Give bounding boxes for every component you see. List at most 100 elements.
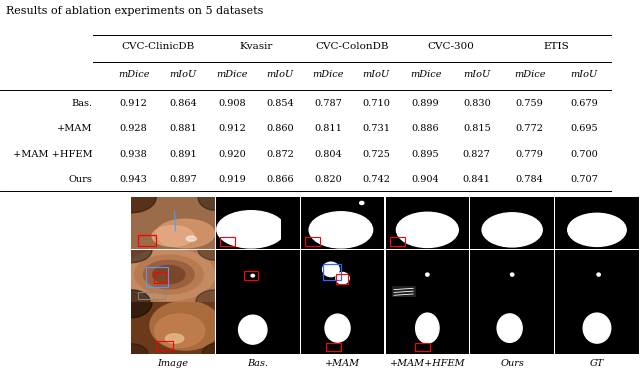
Text: Ours: Ours bbox=[500, 358, 524, 368]
Ellipse shape bbox=[110, 237, 152, 263]
Text: mIoU: mIoU bbox=[266, 70, 294, 79]
Ellipse shape bbox=[155, 314, 205, 348]
Text: 0.891: 0.891 bbox=[170, 150, 197, 159]
Text: mDice: mDice bbox=[410, 70, 442, 79]
Text: 0.707: 0.707 bbox=[570, 175, 598, 184]
Ellipse shape bbox=[152, 226, 194, 246]
Text: mDice: mDice bbox=[312, 70, 344, 79]
Text: 0.854: 0.854 bbox=[266, 99, 294, 108]
Ellipse shape bbox=[325, 314, 350, 342]
Ellipse shape bbox=[497, 314, 522, 342]
Text: 0.830: 0.830 bbox=[463, 99, 491, 108]
Ellipse shape bbox=[309, 212, 372, 248]
Text: 0.919: 0.919 bbox=[218, 175, 246, 184]
Ellipse shape bbox=[511, 273, 514, 276]
Text: 0.695: 0.695 bbox=[570, 124, 598, 134]
Text: 0.881: 0.881 bbox=[170, 124, 197, 134]
Text: 0.943: 0.943 bbox=[120, 175, 148, 184]
Bar bbox=[154, 272, 166, 284]
Text: 0.827: 0.827 bbox=[463, 150, 491, 159]
Text: 0.700: 0.700 bbox=[570, 150, 598, 159]
Text: Image: Image bbox=[157, 358, 188, 368]
Ellipse shape bbox=[202, 344, 227, 364]
Text: CVC-300: CVC-300 bbox=[428, 42, 475, 51]
Text: mDice: mDice bbox=[118, 70, 149, 79]
Text: 0.710: 0.710 bbox=[362, 99, 390, 108]
Ellipse shape bbox=[150, 301, 221, 350]
Ellipse shape bbox=[415, 313, 439, 343]
Ellipse shape bbox=[396, 212, 458, 248]
Ellipse shape bbox=[153, 266, 185, 284]
Bar bbox=[336, 273, 348, 284]
Bar bbox=[244, 272, 258, 280]
Text: 0.811: 0.811 bbox=[314, 124, 342, 134]
Ellipse shape bbox=[597, 273, 600, 276]
Text: 0.841: 0.841 bbox=[463, 175, 491, 184]
Text: 0.804: 0.804 bbox=[314, 150, 342, 159]
Ellipse shape bbox=[360, 201, 364, 204]
Text: 0.912: 0.912 bbox=[218, 124, 246, 134]
Bar bbox=[220, 237, 236, 246]
Text: 0.820: 0.820 bbox=[314, 175, 342, 184]
Text: 0.904: 0.904 bbox=[412, 175, 440, 184]
Text: +MAM +HFEM: +MAM +HFEM bbox=[13, 150, 93, 159]
Text: 0.908: 0.908 bbox=[218, 99, 246, 108]
Text: 0.815: 0.815 bbox=[463, 124, 491, 134]
Text: mDice: mDice bbox=[216, 70, 248, 79]
Text: 0.679: 0.679 bbox=[570, 99, 598, 108]
Ellipse shape bbox=[110, 287, 152, 318]
Ellipse shape bbox=[156, 219, 215, 248]
Text: 0.784: 0.784 bbox=[516, 175, 543, 184]
Text: 0.779: 0.779 bbox=[516, 150, 543, 159]
Ellipse shape bbox=[186, 236, 196, 241]
Text: Bas.: Bas. bbox=[247, 358, 268, 368]
Text: 0.787: 0.787 bbox=[314, 99, 342, 108]
Bar bbox=[156, 341, 173, 350]
Text: 0.759: 0.759 bbox=[516, 99, 543, 108]
Text: +MAM: +MAM bbox=[325, 358, 360, 368]
Text: 0.731: 0.731 bbox=[362, 124, 390, 134]
Ellipse shape bbox=[134, 255, 204, 294]
Text: GT: GT bbox=[590, 358, 604, 368]
Text: 0.860: 0.860 bbox=[266, 124, 294, 134]
Ellipse shape bbox=[239, 315, 267, 344]
Text: CVC-ClinicDB: CVC-ClinicDB bbox=[122, 42, 195, 51]
Ellipse shape bbox=[106, 182, 156, 213]
Text: mDice: mDice bbox=[514, 70, 545, 79]
Text: mIoU: mIoU bbox=[362, 70, 390, 79]
Bar bbox=[138, 292, 164, 299]
Text: mIoU: mIoU bbox=[170, 70, 197, 79]
Text: 0.872: 0.872 bbox=[266, 150, 294, 159]
Ellipse shape bbox=[482, 213, 542, 247]
Text: 0.886: 0.886 bbox=[412, 124, 440, 134]
Text: +MAM+HFEM: +MAM+HFEM bbox=[390, 358, 465, 368]
Text: Kvasir: Kvasir bbox=[239, 42, 273, 51]
Ellipse shape bbox=[323, 262, 339, 277]
Ellipse shape bbox=[143, 260, 194, 289]
Ellipse shape bbox=[568, 213, 626, 246]
Ellipse shape bbox=[336, 273, 349, 284]
Text: 0.725: 0.725 bbox=[362, 150, 390, 159]
Ellipse shape bbox=[196, 290, 234, 313]
Ellipse shape bbox=[123, 249, 215, 300]
Text: 0.742: 0.742 bbox=[362, 175, 390, 184]
Text: 0.928: 0.928 bbox=[120, 124, 147, 134]
Bar bbox=[326, 343, 341, 351]
Text: 0.864: 0.864 bbox=[170, 99, 197, 108]
Bar bbox=[415, 343, 430, 351]
Bar bbox=[305, 237, 320, 246]
Ellipse shape bbox=[251, 274, 255, 277]
Text: Results of ablation experiments on 5 datasets: Results of ablation experiments on 5 dat… bbox=[6, 6, 264, 16]
Text: 0.912: 0.912 bbox=[120, 99, 148, 108]
Text: ETIS: ETIS bbox=[544, 42, 570, 51]
Ellipse shape bbox=[217, 211, 285, 248]
Text: 0.899: 0.899 bbox=[412, 99, 440, 108]
Bar bbox=[390, 237, 405, 246]
Text: 0.920: 0.920 bbox=[218, 150, 246, 159]
Ellipse shape bbox=[166, 334, 184, 343]
Ellipse shape bbox=[198, 184, 232, 210]
Ellipse shape bbox=[113, 290, 150, 313]
Ellipse shape bbox=[583, 313, 611, 343]
Bar bbox=[138, 234, 156, 246]
Text: mIoU: mIoU bbox=[463, 70, 490, 79]
